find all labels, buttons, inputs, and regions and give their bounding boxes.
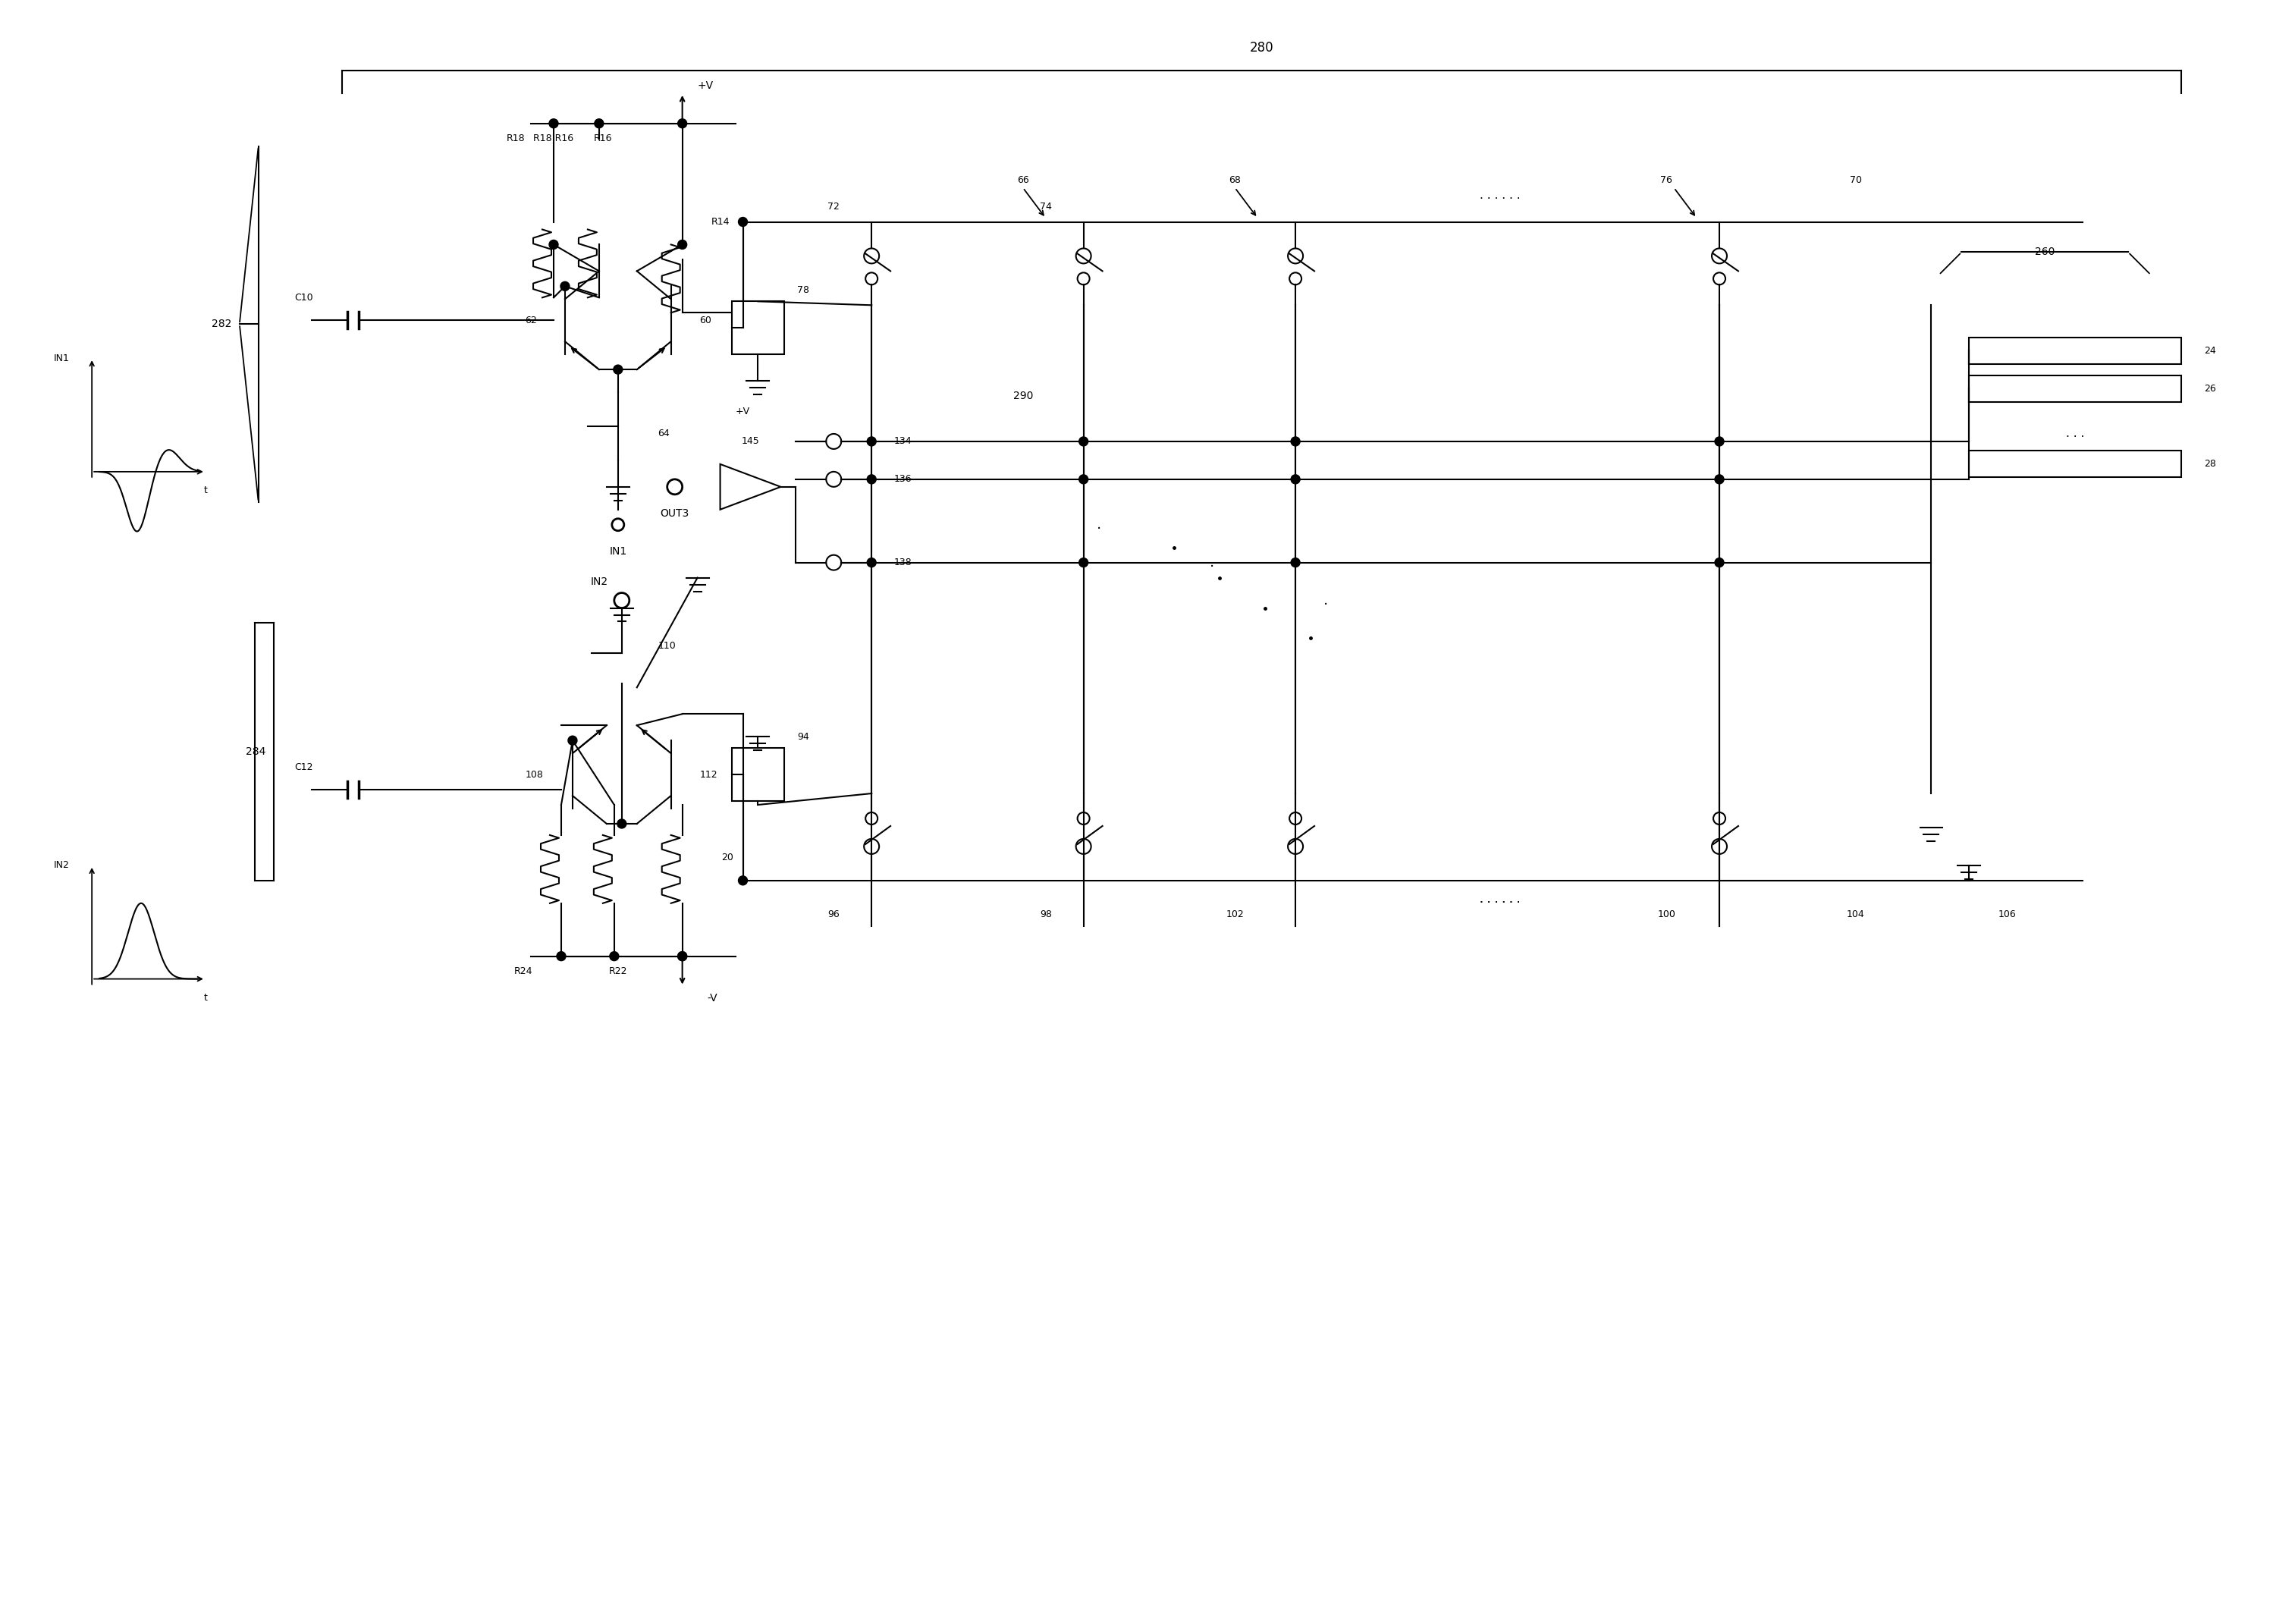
- Circle shape: [1291, 559, 1300, 567]
- Circle shape: [596, 119, 605, 128]
- Text: 112: 112: [700, 770, 718, 780]
- Bar: [1968, 338, 2182, 364]
- Text: 260: 260: [2034, 247, 2055, 258]
- Text: .: .: [1209, 555, 1214, 570]
- Circle shape: [568, 736, 577, 745]
- Text: C12: C12: [295, 762, 314, 771]
- Text: t: t: [205, 486, 207, 495]
- Text: C10: C10: [295, 292, 314, 302]
- Text: R22: R22: [609, 966, 627, 976]
- Text: 66: 66: [1016, 175, 1030, 185]
- Text: .: .: [1096, 518, 1100, 533]
- Bar: [1968, 375, 2182, 401]
- Text: R24: R24: [514, 966, 532, 976]
- Text: 96: 96: [827, 909, 839, 919]
- Text: 78: 78: [798, 286, 809, 296]
- Text: +V: +V: [698, 80, 714, 91]
- Text: IN2: IN2: [52, 861, 68, 870]
- Text: 134: 134: [893, 437, 911, 447]
- Text: IN1: IN1: [52, 352, 68, 364]
- Text: 28: 28: [2205, 460, 2216, 469]
- Text: 64: 64: [657, 429, 668, 438]
- Text: R16: R16: [593, 133, 611, 143]
- Circle shape: [739, 218, 748, 226]
- Text: OUT3: OUT3: [659, 508, 689, 518]
- Text: 284: 284: [245, 747, 266, 757]
- Circle shape: [1291, 474, 1300, 484]
- Circle shape: [1080, 437, 1089, 447]
- Circle shape: [677, 240, 686, 248]
- Circle shape: [1714, 474, 1723, 484]
- Text: 98: 98: [1039, 909, 1052, 919]
- Text: 136: 136: [893, 474, 911, 484]
- Text: IN1: IN1: [609, 546, 627, 557]
- Circle shape: [866, 559, 875, 567]
- Circle shape: [614, 365, 623, 374]
- Text: 20: 20: [723, 853, 734, 862]
- Text: 68: 68: [1230, 175, 1241, 185]
- Text: .: .: [1323, 593, 1327, 607]
- Circle shape: [550, 240, 559, 248]
- Text: 26: 26: [2205, 383, 2216, 393]
- Text: 94: 94: [798, 732, 809, 742]
- Bar: [732, 302, 784, 354]
- Text: 110: 110: [659, 641, 675, 651]
- Text: 106: 106: [1998, 909, 2016, 919]
- Circle shape: [1714, 559, 1723, 567]
- Text: -V: -V: [707, 992, 718, 1004]
- Circle shape: [866, 474, 875, 484]
- Circle shape: [1291, 437, 1300, 447]
- Text: · · · · · ·: · · · · · ·: [1480, 898, 1521, 909]
- Text: 104: 104: [1846, 909, 1864, 919]
- Circle shape: [609, 952, 618, 961]
- Text: · · ·: · · ·: [2066, 432, 2084, 443]
- Text: 282: 282: [211, 318, 232, 330]
- Text: · · · · · ·: · · · · · ·: [1480, 193, 1521, 205]
- Circle shape: [1714, 437, 1723, 447]
- Text: 74: 74: [1039, 201, 1052, 211]
- Circle shape: [677, 952, 686, 961]
- Text: 76: 76: [1659, 175, 1673, 185]
- Circle shape: [677, 952, 686, 961]
- Text: 108: 108: [525, 770, 543, 780]
- Text: 72: 72: [827, 201, 839, 211]
- Text: 138: 138: [893, 557, 911, 567]
- Text: 102: 102: [1225, 909, 1243, 919]
- Circle shape: [557, 952, 566, 961]
- Text: +V: +V: [736, 406, 750, 416]
- Text: R18 R16: R18 R16: [534, 133, 573, 143]
- Text: t: t: [205, 992, 207, 1002]
- Circle shape: [618, 818, 627, 828]
- Circle shape: [561, 281, 571, 291]
- Text: 145: 145: [741, 437, 759, 447]
- Text: 62: 62: [525, 315, 536, 325]
- Text: 280: 280: [1250, 41, 1273, 55]
- Circle shape: [866, 437, 875, 447]
- Text: 60: 60: [700, 315, 711, 325]
- Text: R18: R18: [507, 133, 525, 143]
- Text: R14: R14: [711, 218, 730, 227]
- Text: · · · · · ·: · · · · · ·: [1480, 898, 1521, 909]
- Circle shape: [550, 119, 559, 128]
- Text: 100: 100: [1657, 909, 1675, 919]
- Text: IN2: IN2: [591, 577, 607, 586]
- Bar: [1968, 451, 2182, 477]
- Circle shape: [1080, 474, 1089, 484]
- Circle shape: [739, 875, 748, 885]
- Text: 24: 24: [2205, 346, 2216, 356]
- Circle shape: [677, 119, 686, 128]
- Bar: [732, 749, 784, 801]
- Circle shape: [1080, 559, 1089, 567]
- Text: 290: 290: [1014, 391, 1032, 401]
- Text: 70: 70: [1850, 175, 1862, 185]
